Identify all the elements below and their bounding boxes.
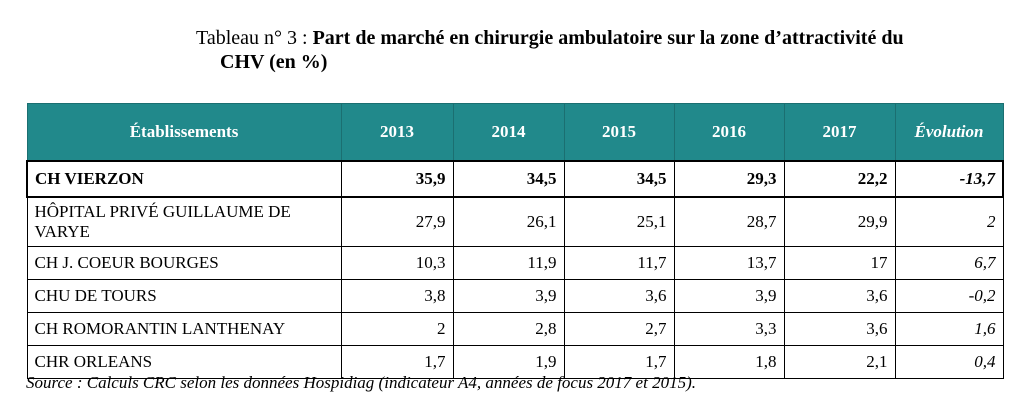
table-row: HÔPITAL PRIVÉ GUILLAUME DE VARYE 27,9 26…: [26, 196, 1004, 247]
cell-name: CHU DE TOURS: [26, 279, 342, 313]
cell-2017: 22,2: [783, 160, 896, 198]
cell-2013: 35,9: [340, 160, 454, 198]
cell-evolution: 1,6: [894, 312, 1004, 346]
table-row: CH ROMORANTIN LANTHENAY 2 2,8 2,7 3,3 3,…: [26, 312, 1004, 346]
cell-evolution: -0,2: [894, 279, 1004, 313]
cell-2013: 10,3: [340, 246, 454, 280]
caption-title-line2: CHV (en %): [220, 51, 328, 73]
header-2017: 2017: [783, 103, 896, 162]
cell-2013: 2: [340, 312, 454, 346]
cell-2015: 11,7: [563, 246, 675, 280]
table-row: CHR ORLEANS 1,7 1,9 1,7 1,8 2,1 0,4: [26, 345, 1004, 379]
cell-2014: 34,5: [452, 160, 565, 198]
cell-2017: 29,9: [783, 196, 896, 247]
cell-2013: 27,9: [340, 196, 454, 247]
table-row: CH VIERZON 35,9 34,5 34,5 29,3 22,2 -13,…: [26, 160, 1004, 198]
cell-2014: 26,1: [452, 196, 565, 247]
cell-2015: 3,6: [563, 279, 675, 313]
table-row: CHU DE TOURS 3,8 3,9 3,6 3,9 3,6 -0,2: [26, 279, 1004, 313]
cell-2017: 3,6: [783, 279, 896, 313]
header-2014: 2014: [452, 103, 565, 162]
cell-evolution: 2: [894, 196, 1004, 247]
cell-name: CH VIERZON: [26, 160, 342, 198]
cell-evolution: 6,7: [894, 246, 1004, 280]
cell-2013: 1,7: [340, 345, 454, 379]
cell-evolution: 0,4: [894, 345, 1004, 379]
header-2013: 2013: [340, 103, 454, 162]
cell-2014: 2,8: [452, 312, 565, 346]
cell-2017: 2,1: [783, 345, 896, 379]
cell-2016: 28,7: [673, 196, 785, 247]
cell-2013: 3,8: [340, 279, 454, 313]
header-etablissements: Établissements: [26, 103, 342, 162]
cell-name: HÔPITAL PRIVÉ GUILLAUME DE VARYE: [26, 196, 342, 247]
cell-evolution: -13,7: [894, 160, 1004, 198]
caption-prefix: Tableau n° 3 :: [196, 27, 313, 49]
cell-2016: 3,3: [673, 312, 785, 346]
cell-2014: 3,9: [452, 279, 565, 313]
cell-name: CHR ORLEANS: [26, 345, 342, 379]
cell-2016: 13,7: [673, 246, 785, 280]
cell-2015: 34,5: [563, 160, 675, 198]
cell-2016: 3,9: [673, 279, 785, 313]
cell-2015: 1,7: [563, 345, 675, 379]
header-evolution: Évolution: [894, 103, 1004, 162]
table-caption: Tableau n° 3 : Part de marché en chirurg…: [196, 26, 904, 73]
header-2016: 2016: [673, 103, 785, 162]
cell-2017: 17: [783, 246, 896, 280]
cell-2017: 3,6: [783, 312, 896, 346]
table-row: CH J. COEUR BOURGES 10,3 11,9 11,7 13,7 …: [26, 246, 1004, 280]
table-header-row: Établissements 2013 2014 2015 2016 2017 …: [26, 103, 1004, 162]
source-note: Source : Calculs CRC selon les données H…: [26, 373, 696, 392]
header-2015: 2015: [563, 103, 675, 162]
cell-2016: 29,3: [673, 160, 785, 198]
cell-2014: 11,9: [452, 246, 565, 280]
caption-title-line1: Part de marché en chirurgie ambulatoire …: [312, 27, 904, 49]
cell-name: CH ROMORANTIN LANTHENAY: [26, 312, 342, 346]
cell-2015: 2,7: [563, 312, 675, 346]
cell-2015: 25,1: [563, 196, 675, 247]
cell-name: CH J. COEUR BOURGES: [26, 246, 342, 280]
market-share-table: Établissements 2013 2014 2015 2016 2017 …: [26, 103, 1004, 379]
